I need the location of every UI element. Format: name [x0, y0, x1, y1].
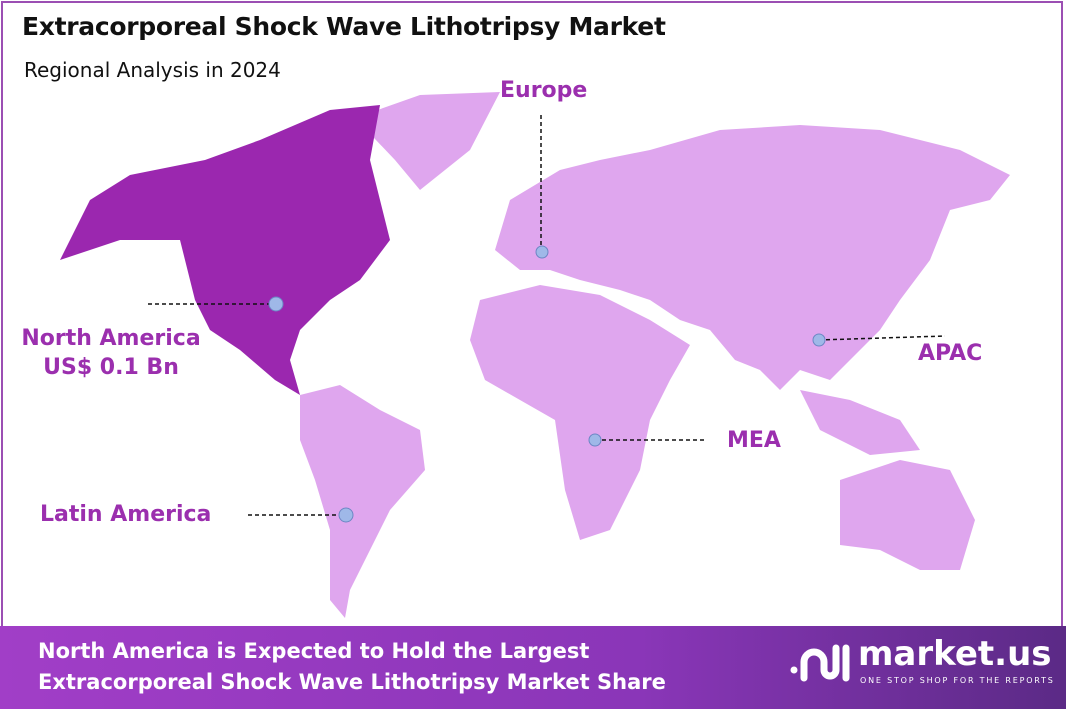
page-title: Extracorporeal Shock Wave Lithotripsy Ma… — [22, 12, 666, 41]
region-australia — [840, 460, 975, 570]
region-europe-asia — [495, 125, 1010, 390]
region-africa — [470, 285, 690, 540]
market-us-logo: market.us ONE STOP SHOP FOR THE REPORTS — [790, 634, 1053, 688]
footer-banner: North America is Expected to Hold the La… — [0, 626, 1066, 709]
label-north-america-value: US$ 0.1 Bn — [43, 355, 179, 380]
region-greenland — [355, 92, 500, 190]
latin-america-marker — [338, 507, 354, 523]
footer-line-2: Extracorporeal Shock Wave Lithotripsy Ma… — [38, 670, 666, 694]
label-latin-america: Latin America — [40, 502, 212, 527]
apac-marker — [812, 333, 826, 347]
footer-line-1: North America is Expected to Hold the La… — [38, 639, 590, 663]
logo-mark-icon — [790, 644, 850, 682]
logo-name: market.us — [858, 634, 1052, 674]
label-mea: MEA — [727, 428, 781, 453]
footer-text: North America is Expected to Hold the La… — [38, 636, 666, 698]
mea-marker — [588, 433, 602, 447]
region-se-asia — [800, 390, 920, 455]
logo-tagline: ONE STOP SHOP FOR THE REPORTS — [860, 676, 1055, 685]
page-subtitle: Regional Analysis in 2024 — [24, 58, 281, 82]
label-north-america: North America US$ 0.1 Bn — [16, 324, 206, 382]
label-apac: APAC — [918, 341, 983, 366]
region-north-america — [60, 105, 390, 395]
north-america-marker — [268, 296, 284, 312]
region-latin-america — [300, 385, 425, 618]
label-north-america-name: North America — [21, 326, 201, 351]
apac-leader — [818, 335, 946, 341]
label-europe: Europe — [500, 78, 588, 103]
world-map — [60, 92, 1010, 618]
europe-marker — [535, 245, 549, 259]
